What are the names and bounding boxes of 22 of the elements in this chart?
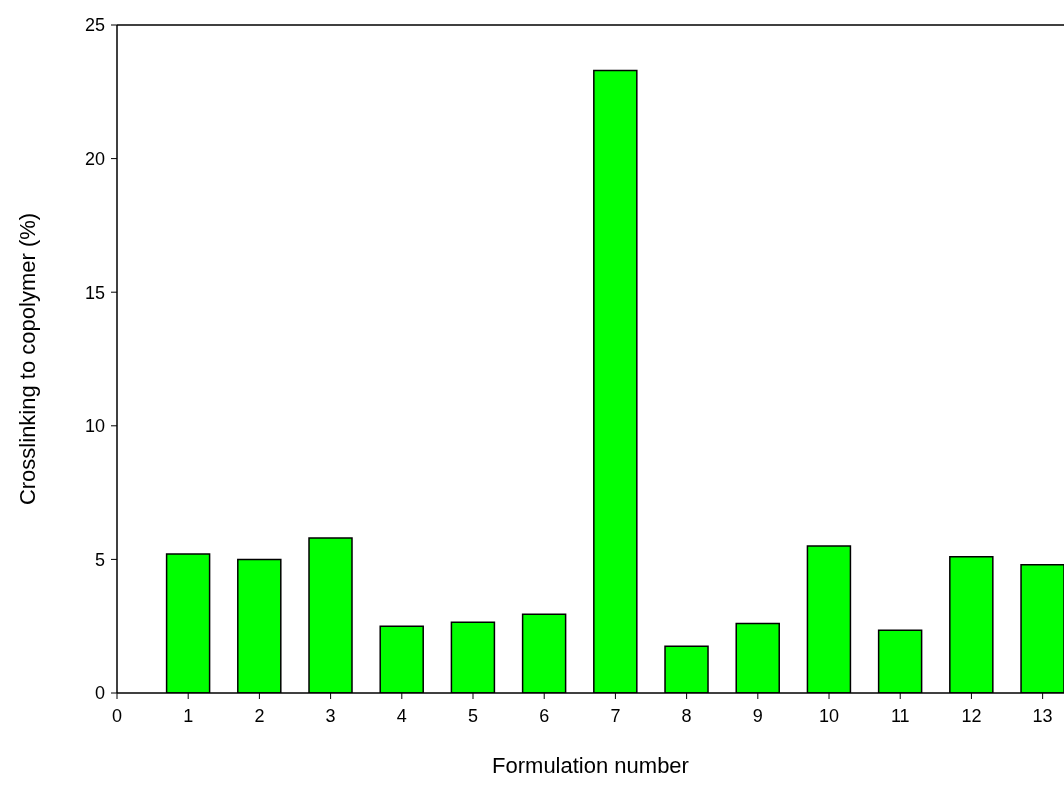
x-tick-label: 1 — [183, 705, 194, 726]
x-tick-label: 6 — [539, 705, 550, 726]
y-tick-label: 15 — [84, 282, 105, 303]
x-tick-label: 10 — [819, 705, 840, 726]
x-axis-title: Formulation number — [492, 753, 689, 778]
x-tick-label: 12 — [961, 705, 982, 726]
y-tick-label: 0 — [94, 683, 105, 704]
x-tick-label: 7 — [610, 705, 621, 726]
x-tick-label: 8 — [681, 705, 692, 726]
x-tick-label: 13 — [1032, 705, 1053, 726]
y-axis-title: Crosslinking to copolymer (%) — [14, 212, 40, 506]
x-tick-label: 3 — [325, 705, 336, 726]
x-tick-label: 9 — [752, 705, 763, 726]
y-tick-label: 5 — [94, 549, 105, 570]
x-tick-label: 11 — [890, 705, 910, 726]
x-tick-label: 4 — [396, 705, 407, 726]
y-tick-label: 20 — [84, 148, 105, 169]
y-tick-label: 10 — [84, 416, 105, 437]
x-tick-label: 0 — [111, 705, 123, 726]
x-tick-label: 5 — [468, 705, 479, 726]
y-tick-label: 25 — [84, 15, 105, 36]
x-tick-label: 2 — [254, 705, 265, 726]
